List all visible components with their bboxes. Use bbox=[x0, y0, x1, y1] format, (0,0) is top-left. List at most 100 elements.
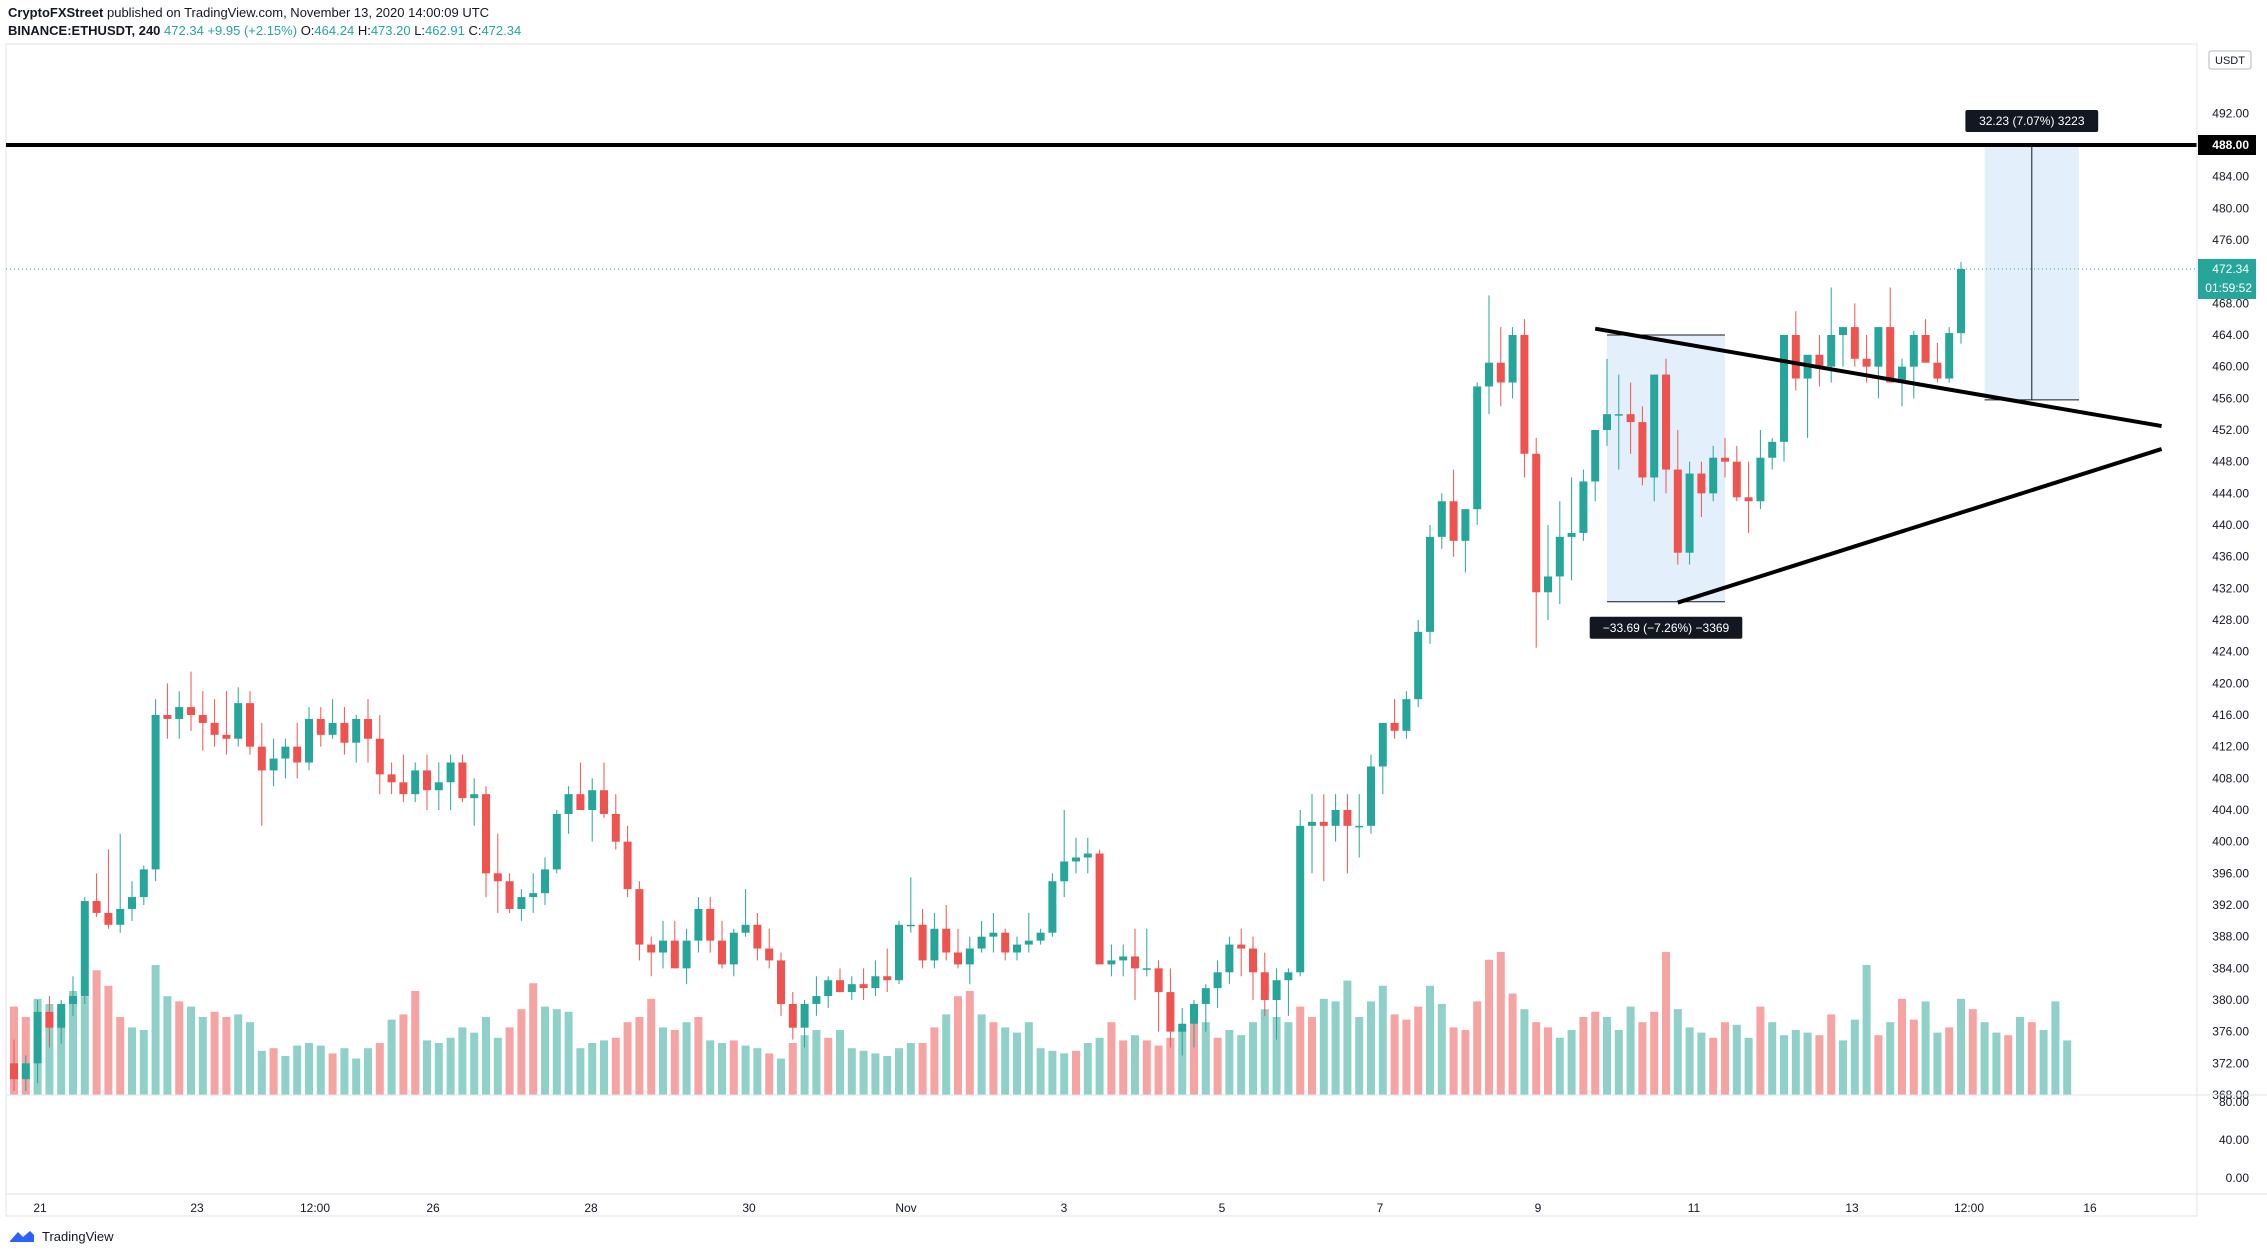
price-tick-label: 392.00 bbox=[2212, 898, 2249, 912]
volume-bar bbox=[1626, 1006, 1635, 1095]
volume-bar bbox=[1485, 959, 1493, 1095]
candle-body bbox=[1591, 430, 1600, 482]
candle-body bbox=[1119, 956, 1128, 961]
volume-bar bbox=[918, 1043, 927, 1095]
volume-bar bbox=[647, 998, 656, 1095]
volume-bar bbox=[1992, 1032, 2001, 1095]
price-tick-label: 456.00 bbox=[2212, 391, 2249, 405]
candle-body bbox=[1225, 944, 1234, 973]
candle-body bbox=[1850, 327, 1859, 359]
symbol-label: BINANCE:ETHUSDT, 240 bbox=[8, 23, 161, 38]
publisher-name[interactable]: CryptoFXStreet bbox=[8, 5, 104, 20]
volume-bar bbox=[2004, 1035, 2013, 1095]
volume-bar bbox=[859, 1050, 868, 1095]
volume-bar bbox=[1001, 1027, 1010, 1095]
volume-bar bbox=[1308, 1017, 1316, 1095]
price-tick-label: 412.00 bbox=[2212, 740, 2249, 754]
time-tick-label: Nov bbox=[895, 1201, 916, 1215]
candle-body bbox=[1732, 461, 1741, 498]
volume-bar bbox=[1862, 965, 1871, 1095]
candle-body bbox=[399, 782, 408, 795]
time-tick-label: 7 bbox=[1377, 1201, 1384, 1215]
candle-body bbox=[328, 722, 337, 735]
volume-bar bbox=[1898, 998, 1906, 1095]
volume-bar bbox=[1945, 1027, 1954, 1095]
volume-bar bbox=[623, 1022, 632, 1095]
candle-body bbox=[198, 715, 207, 723]
volume-bar bbox=[1650, 1011, 1659, 1095]
candle-body bbox=[777, 960, 785, 1004]
candle-body bbox=[1426, 536, 1434, 632]
volume-bar bbox=[246, 1022, 254, 1095]
last-price-value: 472.34 bbox=[164, 23, 204, 38]
volume-bar bbox=[1414, 1006, 1423, 1095]
volume-bar bbox=[1638, 1022, 1647, 1095]
currency-label: USDT bbox=[2215, 55, 2245, 67]
volume-bar bbox=[482, 1017, 490, 1095]
candle-body bbox=[529, 893, 538, 898]
volume-bar bbox=[836, 1030, 844, 1095]
candle-body bbox=[1331, 810, 1340, 826]
candle-body bbox=[1461, 509, 1470, 541]
volume-bar bbox=[128, 1027, 136, 1095]
time-tick-label: 23 bbox=[190, 1201, 204, 1215]
volume-bar bbox=[1555, 1037, 1564, 1095]
price-axis[interactable]: 492.00488.00484.00480.00476.00472.00468.… bbox=[6, 44, 2267, 1216]
measure-down-label-bg bbox=[1589, 616, 1743, 639]
low-label: L: bbox=[414, 23, 426, 38]
chart-header: CryptoFXStreet published on TradingView.… bbox=[8, 4, 521, 40]
triangle-upper-trendline[interactable] bbox=[1594, 326, 2162, 429]
price-tick-label: 480.00 bbox=[2212, 201, 2249, 215]
time-axis[interactable]: 21 23 12:00 26 28 30 Nov 3 5 7 9 11 13 12:00 16 bbox=[6, 1193, 2267, 1215]
currency-badge[interactable]: USDT bbox=[2208, 50, 2252, 70]
volume-bar bbox=[1732, 1024, 1741, 1095]
candle-body bbox=[1024, 940, 1033, 945]
candle-body bbox=[836, 980, 844, 993]
volume-bar bbox=[2027, 1022, 2036, 1095]
candle-body bbox=[682, 940, 691, 969]
volume-bar bbox=[1791, 1030, 1800, 1095]
candle-body bbox=[281, 746, 290, 759]
candle-body bbox=[1036, 932, 1045, 941]
candle-body bbox=[517, 897, 526, 909]
volume-bar bbox=[139, 1030, 148, 1095]
candle-body bbox=[80, 901, 89, 997]
volume-bar bbox=[1201, 1022, 1210, 1095]
volume-bar bbox=[387, 1019, 396, 1095]
tradingview-footer[interactable]: TradingView bbox=[8, 1228, 114, 1244]
volume-bar bbox=[1142, 1040, 1151, 1095]
price-tick-label: 440.00 bbox=[2212, 518, 2249, 532]
volume-bar bbox=[57, 1009, 66, 1095]
time-tick-label: 12:00 bbox=[1954, 1201, 1984, 1215]
volume-bar bbox=[1154, 1045, 1163, 1095]
volume-bar bbox=[1213, 1037, 1222, 1095]
triangle-lower-trendline[interactable] bbox=[1677, 447, 2163, 605]
candle-body bbox=[1060, 861, 1069, 882]
candle-body bbox=[1685, 473, 1694, 553]
volume-bar bbox=[564, 1011, 573, 1095]
time-tick-label: 21 bbox=[33, 1201, 47, 1215]
candle-body bbox=[411, 770, 420, 795]
volume-bar bbox=[305, 1043, 313, 1095]
volume-bar bbox=[1378, 985, 1387, 1095]
ohlc-line: BINANCE:ETHUSDT, 240 472.34 +9.95 (+2.15… bbox=[8, 22, 521, 40]
volume-bar bbox=[1968, 1009, 1977, 1095]
publish-line: CryptoFXStreet published on TradingView.… bbox=[8, 4, 521, 22]
time-tick-label: 12:00 bbox=[300, 1201, 330, 1215]
candle-body bbox=[1260, 972, 1269, 1000]
candle-body bbox=[269, 758, 278, 771]
volume-tick-label: 0.00 bbox=[2226, 1171, 2250, 1185]
volume-bar bbox=[1048, 1050, 1057, 1095]
candle-body bbox=[434, 782, 443, 791]
candle-body bbox=[1367, 766, 1375, 826]
volume-bar bbox=[1815, 1035, 1824, 1095]
time-tick-label: 3 bbox=[1061, 1201, 1068, 1215]
volume-bar bbox=[340, 1048, 349, 1095]
candle-body bbox=[364, 718, 372, 739]
candle-body bbox=[458, 762, 467, 799]
price-tick-label: 432.00 bbox=[2212, 581, 2249, 595]
drawing-layer: −33.69 (−7.26%) −3369 32.23 (7.07%) 3223 bbox=[6, 110, 2197, 639]
candle-body bbox=[1886, 327, 1895, 383]
candle-body bbox=[635, 889, 644, 945]
